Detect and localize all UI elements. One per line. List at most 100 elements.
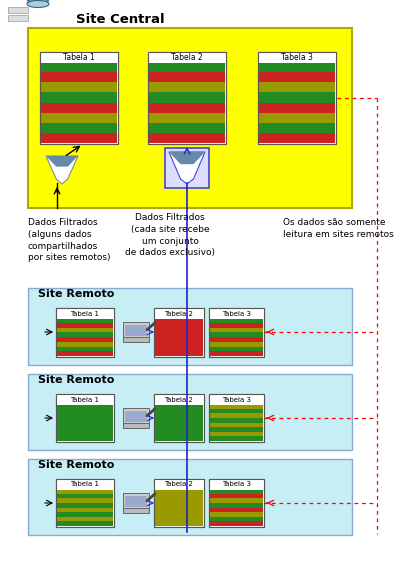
Bar xyxy=(210,521,263,526)
Text: Tabela 3: Tabela 3 xyxy=(222,311,251,316)
Bar xyxy=(40,52,118,144)
Bar xyxy=(41,72,117,82)
Bar xyxy=(56,308,114,357)
Text: Site Remoto: Site Remoto xyxy=(38,375,114,385)
Bar xyxy=(123,322,149,337)
Text: Tabela 1: Tabela 1 xyxy=(71,482,100,487)
Bar xyxy=(154,394,204,442)
Bar xyxy=(209,479,264,490)
Bar xyxy=(210,413,263,418)
Bar xyxy=(155,494,203,498)
Bar xyxy=(165,148,209,188)
Bar xyxy=(210,404,263,409)
Bar xyxy=(155,328,203,332)
Bar xyxy=(57,503,113,508)
Bar xyxy=(56,394,114,442)
Bar xyxy=(28,459,352,535)
Text: Tabela 2: Tabela 2 xyxy=(171,53,203,62)
Bar xyxy=(57,332,113,337)
Bar xyxy=(154,394,204,405)
Text: Dados Filtrados
(cada site recebe
um conjunto
de dados exclusivo): Dados Filtrados (cada site recebe um con… xyxy=(125,213,215,258)
Bar xyxy=(210,342,263,346)
Bar xyxy=(56,479,114,527)
Bar xyxy=(57,432,113,436)
Bar xyxy=(259,82,335,92)
Text: Tabela 2: Tabela 2 xyxy=(165,397,193,402)
Bar xyxy=(155,521,203,526)
Bar xyxy=(209,308,264,357)
Bar xyxy=(149,82,225,92)
Bar xyxy=(57,342,113,346)
Bar xyxy=(259,113,335,123)
Bar xyxy=(154,479,204,527)
Bar xyxy=(57,413,113,418)
Bar xyxy=(210,422,263,427)
Bar xyxy=(258,52,336,63)
Bar xyxy=(56,308,114,357)
Text: Tabela 2: Tabela 2 xyxy=(165,482,193,487)
Bar xyxy=(210,436,263,441)
Bar xyxy=(40,52,118,144)
Bar xyxy=(57,489,113,494)
Bar xyxy=(57,404,113,409)
Bar xyxy=(123,337,149,341)
Bar xyxy=(210,351,263,356)
Bar xyxy=(155,418,203,422)
Bar xyxy=(210,512,263,517)
Bar xyxy=(148,52,226,144)
Bar xyxy=(155,351,203,356)
Bar xyxy=(123,422,149,427)
Bar xyxy=(155,508,203,512)
Bar xyxy=(123,408,149,423)
Bar xyxy=(57,337,113,342)
Bar xyxy=(209,394,264,442)
Bar xyxy=(57,512,113,517)
Bar xyxy=(210,418,263,422)
Bar xyxy=(155,503,203,508)
Text: Tabela 3: Tabela 3 xyxy=(281,53,313,62)
Bar xyxy=(210,508,263,512)
Bar xyxy=(209,479,264,527)
Bar xyxy=(57,422,113,427)
Bar xyxy=(57,328,113,332)
Bar xyxy=(155,436,203,441)
Ellipse shape xyxy=(27,1,49,7)
Bar xyxy=(210,498,263,503)
Bar xyxy=(155,422,203,427)
Bar xyxy=(155,432,203,436)
Bar xyxy=(209,479,264,527)
Bar xyxy=(210,427,263,432)
Bar xyxy=(125,496,147,507)
Bar xyxy=(56,479,114,527)
Bar xyxy=(154,479,204,527)
Bar xyxy=(259,133,335,143)
Bar xyxy=(154,308,204,357)
Bar xyxy=(210,517,263,521)
Bar xyxy=(210,503,263,508)
Bar xyxy=(155,346,203,351)
Polygon shape xyxy=(169,152,205,164)
Text: Tabela 1: Tabela 1 xyxy=(71,397,100,402)
Text: Dados Filtrados
(alguns dados
compartilhados
por sites remotos): Dados Filtrados (alguns dados compartilh… xyxy=(28,218,110,263)
Bar xyxy=(57,436,113,441)
Bar xyxy=(57,346,113,351)
Bar xyxy=(41,82,117,92)
Bar xyxy=(210,494,263,498)
Bar xyxy=(57,351,113,356)
Bar xyxy=(210,489,263,494)
Bar xyxy=(28,374,352,450)
Bar xyxy=(57,418,113,422)
Text: Tabela 1: Tabela 1 xyxy=(63,53,95,62)
Polygon shape xyxy=(46,156,78,166)
Text: Tabela 3: Tabela 3 xyxy=(222,482,251,487)
Bar xyxy=(8,7,28,13)
Bar xyxy=(57,498,113,503)
Bar xyxy=(259,62,335,72)
Bar xyxy=(258,52,336,144)
Bar xyxy=(155,404,203,409)
Bar xyxy=(56,394,114,442)
Polygon shape xyxy=(46,156,78,184)
Bar xyxy=(154,394,204,442)
Text: Tabela 1: Tabela 1 xyxy=(71,311,100,316)
Bar xyxy=(41,123,117,133)
